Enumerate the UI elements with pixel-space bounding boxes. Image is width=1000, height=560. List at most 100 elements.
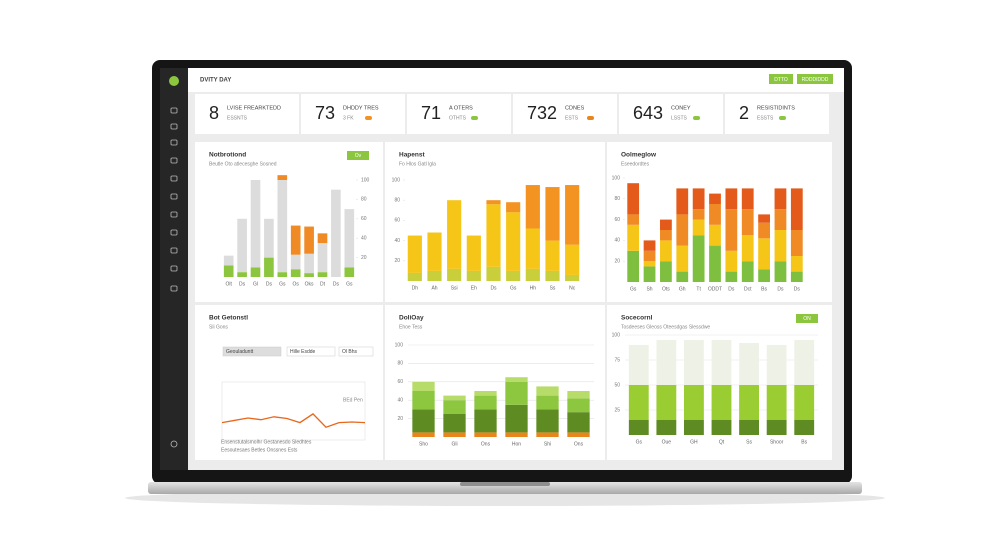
panel-subtitle: Ehoe Tess	[399, 324, 423, 330]
bar-segment	[223, 255, 234, 266]
bar-segment	[627, 214, 640, 225]
bar-segment	[565, 274, 580, 281]
bar-segment	[545, 187, 560, 241]
sidebar-icon[interactable]	[170, 157, 178, 164]
bar-segment	[794, 385, 815, 420]
sidebar-icon[interactable]	[170, 193, 178, 200]
y-tick-label: 100	[612, 332, 621, 338]
panel-button[interactable]	[347, 151, 369, 160]
sidebar-icon[interactable]	[170, 123, 178, 130]
filter-pill[interactable]	[222, 346, 282, 357]
kpi-value: 8	[209, 103, 219, 123]
bar-segment	[474, 409, 497, 433]
bar-segment	[237, 272, 247, 277]
bar-segment	[656, 385, 677, 420]
bar-segment	[774, 230, 787, 262]
bar-segment	[290, 254, 301, 270]
kpi-card	[301, 94, 405, 134]
kpi-sub: ESSTS	[757, 115, 774, 121]
bar-segment	[725, 188, 738, 210]
panel-button-label[interactable]: Ov	[355, 153, 362, 159]
kpi-card	[725, 94, 829, 134]
x-tick-label: ODDT	[708, 286, 722, 292]
filter-pill[interactable]	[338, 346, 374, 357]
kpi-label: A OTERS	[449, 105, 473, 111]
bar-segment	[331, 189, 341, 277]
y-tick-label: 25	[614, 407, 620, 413]
x-tick-label: Ots	[662, 286, 670, 292]
button-label[interactable]: RDDDIDDD	[802, 77, 829, 83]
y-tick-label: 60	[394, 218, 400, 224]
sidebar-icon[interactable]	[170, 139, 178, 146]
x-tick-label: Shoor	[770, 439, 784, 445]
sidebar-icon[interactable]	[170, 107, 178, 114]
bar-segment	[758, 238, 770, 270]
bar-segment	[627, 183, 640, 215]
bar-segment	[741, 235, 754, 262]
filter-label[interactable]: Ol Bhs	[342, 349, 358, 355]
bar-segment	[264, 218, 274, 258]
x-tick-label: Eh	[471, 285, 477, 291]
x-tick-label: Ss	[550, 285, 556, 291]
kpi-icon	[365, 116, 372, 120]
panel-title: Socecornl	[621, 315, 653, 322]
x-tick-label: Ds	[777, 286, 784, 292]
panel-button[interactable]	[796, 314, 818, 323]
x-tick-label: Ss	[746, 439, 752, 445]
panel-title: DoliOay	[399, 315, 424, 322]
x-tick-label: Oks	[305, 281, 314, 287]
sidebar-icon[interactable]	[170, 175, 178, 182]
x-tick-label: Gl	[253, 281, 258, 287]
bar-segment	[628, 420, 649, 435]
button[interactable]	[769, 74, 793, 84]
bar-segment	[660, 240, 672, 262]
panel-button-label[interactable]: ON	[803, 316, 811, 322]
bar-segment	[447, 268, 462, 281]
bar-segment	[237, 218, 247, 273]
panel-subtitle: Beutle Oto atlecesghe Sosned	[209, 161, 277, 167]
x-tick-label: Gs	[346, 281, 353, 287]
kpi-card	[619, 94, 723, 134]
sidebar-icon[interactable]	[170, 285, 178, 292]
footnote: Eesoutesaes Betles Onssnes Ests	[221, 447, 298, 453]
bar-segment	[466, 235, 481, 271]
bar-segment	[443, 400, 466, 414]
sidebar-icon[interactable]	[170, 440, 178, 448]
sidebar-icon[interactable]	[170, 247, 178, 254]
x-tick-label: Gli	[451, 441, 457, 447]
bar-segment	[643, 240, 656, 251]
bar-segment	[290, 225, 301, 255]
bar-segment	[709, 224, 721, 246]
sidebar-icon[interactable]	[170, 211, 178, 218]
kpi-label: RESISTIDINTS	[757, 105, 795, 111]
panel-title: Bot Getonstl	[209, 315, 248, 322]
bar-segment	[711, 385, 732, 420]
bar-segment	[486, 200, 501, 205]
y-tick-label: 20	[394, 258, 400, 264]
y-tick-label: 80	[394, 198, 400, 204]
button[interactable]	[797, 74, 833, 84]
bar-segment	[565, 185, 580, 245]
filter-pill[interactable]	[286, 346, 336, 357]
button-label[interactable]: DTTO	[774, 77, 788, 83]
bar-segment	[506, 270, 521, 281]
filter-label[interactable]: Geouladuntt	[226, 349, 254, 355]
bar-segment	[536, 395, 559, 410]
bar-segment	[790, 188, 803, 230]
sidebar-icon[interactable]	[170, 229, 178, 236]
kpi-card	[407, 94, 511, 134]
bar-segment	[794, 340, 815, 385]
bar-segment	[525, 185, 540, 229]
bar-segment	[412, 409, 435, 433]
sidebar-icon[interactable]	[170, 265, 178, 272]
bar-segment	[790, 256, 803, 272]
x-tick-label: Gs	[510, 285, 517, 291]
kpi-card	[513, 94, 617, 134]
kpi-icon	[779, 116, 786, 120]
bar-segment	[766, 345, 787, 385]
bar-segment	[317, 272, 328, 277]
filter-label[interactable]: Hille Esdde	[290, 349, 316, 355]
kpi-sub: 3 FK	[343, 115, 354, 121]
panel-subtitle: Eseedordtes	[621, 161, 650, 167]
